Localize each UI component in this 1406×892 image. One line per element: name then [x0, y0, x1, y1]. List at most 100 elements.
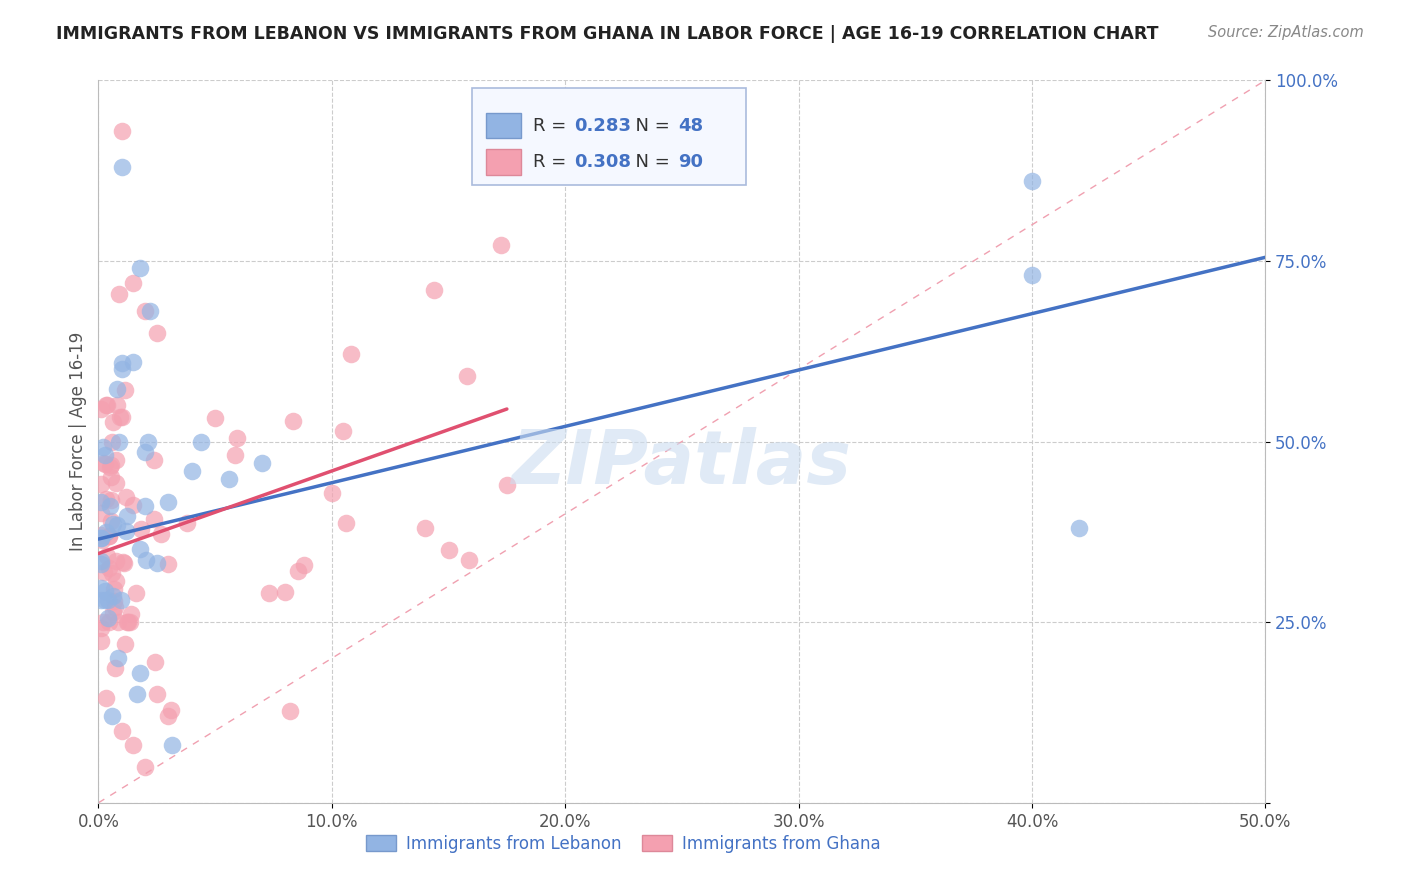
Point [91, 440, 114, 454]
Point [94, 448, 117, 462]
Text: Source: ZipAtlas.com: Source: ZipAtlas.com [1208, 25, 1364, 40]
Point [108, 434, 131, 449]
Point [134, 760, 156, 774]
Point [112, 556, 135, 570]
Point [413, 521, 436, 535]
Point [157, 495, 180, 509]
Point [292, 558, 315, 573]
Point [224, 448, 246, 462]
Point [125, 687, 148, 701]
Point [111, 362, 134, 376]
Point [96, 691, 118, 706]
Point [112, 555, 135, 569]
Point [90, 554, 112, 568]
Point [121, 498, 143, 512]
Point [1021, 174, 1043, 188]
Text: R =: R = [533, 117, 571, 135]
Point [122, 355, 145, 369]
Point [101, 415, 124, 429]
Point [114, 383, 136, 397]
Point [335, 516, 357, 531]
Text: ZIPatlas: ZIPatlas [512, 426, 852, 500]
Point [104, 453, 127, 467]
Text: IMMIGRANTS FROM LEBANON VS IMMIGRANTS FROM GHANA IN LABOR FORCE | AGE 16-19 CORR: IMMIGRANTS FROM LEBANON VS IMMIGRANTS FR… [56, 25, 1159, 43]
Point [103, 582, 125, 597]
Point [180, 464, 202, 478]
Point [98, 499, 121, 513]
Point [94, 524, 117, 539]
Point [100, 458, 122, 473]
Point [332, 425, 354, 439]
Point [339, 347, 361, 361]
Point [105, 382, 128, 396]
Point [139, 304, 162, 318]
Point [135, 553, 157, 567]
Point [100, 709, 122, 723]
Text: 0.308: 0.308 [575, 153, 631, 171]
Point [142, 512, 165, 526]
Point [321, 485, 343, 500]
Point [115, 490, 138, 504]
Point [118, 615, 141, 630]
Point [97, 615, 120, 630]
FancyBboxPatch shape [486, 149, 520, 175]
Point [110, 593, 132, 607]
Point [129, 261, 152, 276]
Point [287, 564, 309, 578]
Point [98, 529, 121, 543]
Point [107, 651, 129, 665]
Point [94, 491, 117, 506]
Point [108, 409, 131, 424]
FancyBboxPatch shape [472, 87, 747, 185]
Point [104, 599, 127, 614]
Point [1021, 268, 1043, 283]
Text: N =: N = [624, 117, 675, 135]
Point [98, 459, 121, 474]
Point [114, 637, 136, 651]
Point [104, 554, 127, 568]
Point [218, 472, 240, 486]
Text: R =: R = [533, 153, 571, 171]
Point [157, 557, 180, 571]
Point [136, 434, 159, 449]
Y-axis label: In Labor Force | Age 16-19: In Labor Force | Age 16-19 [69, 332, 87, 551]
Point [143, 452, 166, 467]
Point [90, 533, 112, 548]
Point [423, 284, 446, 298]
Point [458, 553, 481, 567]
Point [107, 615, 129, 630]
Point [204, 410, 226, 425]
Point [146, 556, 169, 570]
Point [146, 687, 169, 701]
Point [93, 565, 115, 579]
Point [90, 621, 112, 635]
Point [97, 593, 120, 607]
Point [176, 516, 198, 531]
Point [146, 326, 169, 340]
Point [90, 531, 112, 545]
Point [108, 287, 131, 301]
Point [129, 542, 152, 557]
Point [90, 477, 112, 491]
Point [93, 457, 115, 471]
Text: 90: 90 [679, 153, 703, 171]
Point [117, 615, 139, 630]
Point [97, 611, 120, 625]
Point [111, 160, 134, 174]
Point [90, 593, 112, 607]
Point [91, 615, 114, 630]
Point [122, 738, 145, 752]
Point [120, 607, 142, 622]
Point [98, 529, 121, 543]
Point [134, 304, 156, 318]
Point [489, 238, 512, 252]
Text: N =: N = [624, 153, 675, 171]
Point [115, 524, 138, 538]
Point [94, 593, 117, 607]
Point [90, 495, 112, 509]
Legend: Immigrants from Lebanon, Immigrants from Ghana: Immigrants from Lebanon, Immigrants from… [360, 828, 887, 860]
Point [117, 615, 139, 630]
Point [162, 738, 184, 752]
Point [103, 517, 125, 532]
Point [90, 506, 112, 520]
